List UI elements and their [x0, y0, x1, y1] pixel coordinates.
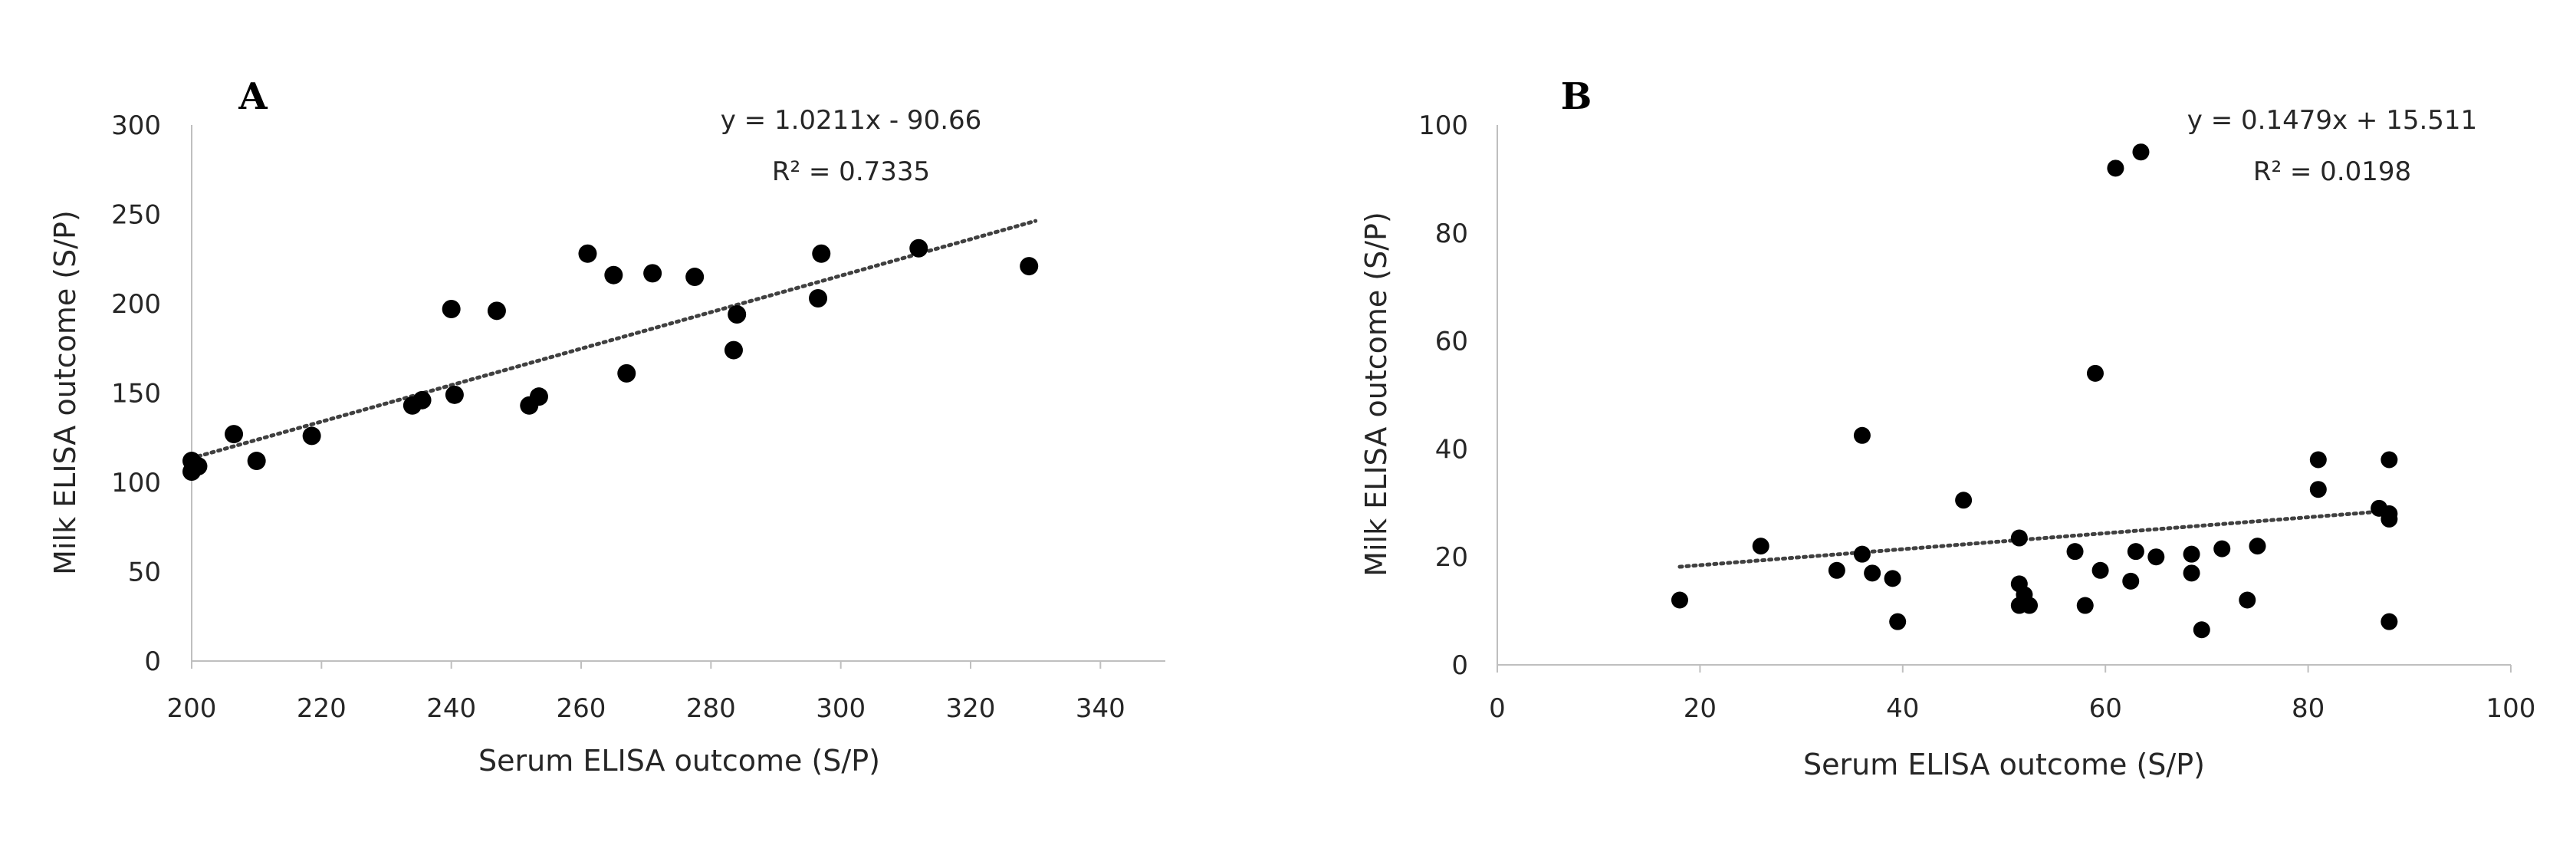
- y-tick-label: 100: [111, 468, 161, 498]
- x-tick-label: 240: [426, 693, 476, 724]
- data-point: [225, 425, 244, 444]
- x-tick-label: 200: [167, 693, 217, 724]
- x-tick-label: 340: [1076, 693, 1125, 724]
- data-point: [2309, 451, 2327, 469]
- data-point: [2193, 621, 2210, 639]
- data-point: [809, 289, 828, 308]
- y-tick-label: 80: [1435, 219, 1468, 249]
- data-point: [2380, 510, 2398, 528]
- data-point: [2380, 451, 2398, 469]
- data-point: [2091, 561, 2109, 579]
- x-tick-label: 260: [557, 693, 606, 724]
- chart-a: 200 220 240 260 280 300 320 340 0 50 100 150 200 250 3…: [48, 75, 1165, 778]
- data-point: [445, 385, 464, 404]
- data-point: [2147, 548, 2165, 566]
- data-point: [909, 238, 928, 258]
- data-point: [2183, 564, 2200, 582]
- data-point: [2183, 545, 2200, 563]
- y-tick-label: 20: [1435, 542, 1468, 573]
- data-point: [1752, 538, 1769, 555]
- data-point: [643, 264, 662, 283]
- y-tick-label: 60: [1435, 327, 1468, 357]
- data-point: [2122, 572, 2140, 590]
- data-point: [2309, 481, 2327, 498]
- y-tick-label: 250: [111, 200, 161, 231]
- data-point: [2127, 543, 2144, 561]
- x-tick-label: 320: [946, 693, 996, 724]
- data-point: [412, 390, 432, 409]
- data-point: [1671, 591, 1688, 609]
- x-tick-label: 80: [2292, 693, 2325, 724]
- y-tick-label: 200: [111, 289, 161, 320]
- data-point: [2213, 540, 2231, 557]
- data-point: [2010, 529, 2028, 547]
- x-tick-label: 100: [2486, 693, 2536, 724]
- data-point: [1889, 613, 1907, 630]
- x-tick-label: 220: [297, 693, 347, 724]
- data-point: [812, 244, 831, 263]
- data-point: [724, 340, 743, 360]
- x-tick-label: 20: [1684, 693, 1717, 724]
- y-axis-label: Milk ELISA outcome (S/P): [48, 210, 82, 575]
- chart-b: 0 20 40 60 80 100 0 20 40 60 80 100 Serum ELISA outc…: [1359, 75, 2535, 781]
- y-tick-label: 150: [111, 379, 161, 409]
- data-point: [247, 452, 266, 471]
- y-tick-label: 0: [1451, 650, 1468, 681]
- r-squared-label: R² = 0.0198: [2253, 156, 2411, 187]
- x-axis-label: Serum ELISA outcome (S/P): [478, 744, 880, 778]
- x-tick-label: 40: [1886, 693, 1919, 724]
- trendline-equation: y = 1.0211x - 90.66: [721, 105, 982, 136]
- x-tick-label: 0: [1489, 693, 1506, 724]
- y-axis-label: Milk ELISA outcome (S/P): [1359, 212, 1393, 577]
- y-tick-label: 300: [111, 110, 161, 141]
- panel-label: B: [1561, 75, 1592, 118]
- trendline: [189, 219, 1038, 460]
- data-point: [2380, 613, 2398, 630]
- data-point: [2086, 364, 2104, 382]
- data-point: [1828, 561, 1845, 579]
- data-point: [2132, 143, 2150, 161]
- data-point: [2249, 538, 2266, 555]
- data-point: [1955, 492, 1973, 509]
- data-point: [487, 301, 506, 321]
- data-point: [2239, 591, 2256, 609]
- y-tick-label: 100: [1418, 110, 1468, 141]
- data-point: [1020, 257, 1039, 276]
- trendline-equation: y = 0.1479x + 15.511: [2187, 105, 2477, 136]
- data-point: [2076, 597, 2094, 614]
- panel-label: A: [238, 75, 268, 118]
- r-squared-label: R² = 0.7335: [772, 156, 930, 187]
- data-point: [2107, 160, 2124, 177]
- data-point: [2066, 543, 2084, 561]
- data-point: [578, 244, 597, 263]
- data-point: [685, 268, 705, 287]
- x-tick-label: 60: [2089, 693, 2122, 724]
- x-tick-label: 300: [816, 693, 866, 724]
- data-point: [442, 299, 461, 318]
- data-point: [189, 457, 208, 476]
- y-tick-label: 0: [144, 646, 161, 677]
- data-point: [1853, 426, 1871, 444]
- y-tick-label: 40: [1435, 434, 1468, 465]
- data-point: [1853, 545, 1871, 563]
- data-point: [1864, 564, 1881, 582]
- data-point: [604, 265, 623, 285]
- data-point: [2021, 597, 2039, 614]
- data-point: [728, 304, 747, 324]
- data-point: [302, 426, 321, 446]
- data-point: [617, 363, 636, 383]
- x-tick-label: 280: [686, 693, 736, 724]
- trendline: [1677, 508, 2391, 569]
- y-tick-label: 50: [128, 557, 161, 588]
- data-point: [529, 387, 548, 406]
- x-axis-label: Serum ELISA outcome (S/P): [1803, 748, 2205, 781]
- data-point: [1884, 570, 1901, 587]
